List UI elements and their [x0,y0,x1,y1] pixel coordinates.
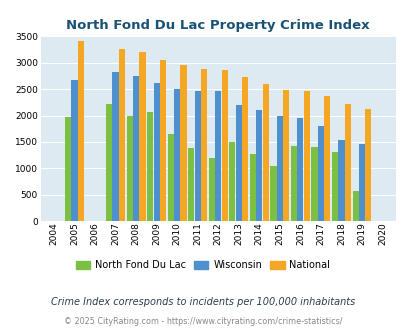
Bar [167,134,173,221]
Text: Crime Index corresponds to incidents per 100,000 inhabitants: Crime Index corresponds to incidents per… [51,297,354,307]
Bar [317,126,323,221]
Bar [303,91,309,221]
Bar [126,115,132,221]
Bar [235,106,241,221]
Bar [256,111,262,221]
Text: © 2025 CityRating.com - https://www.cityrating.com/crime-statistics/: © 2025 CityRating.com - https://www.city… [64,317,341,326]
Bar [364,109,371,221]
Bar [358,144,364,221]
Bar [147,112,153,221]
Bar [119,49,125,221]
Bar [249,153,256,221]
Bar [194,91,200,221]
Bar [112,72,118,221]
Bar [208,158,214,221]
Bar [65,117,71,221]
Bar [78,41,84,221]
Bar [323,96,330,221]
Bar [352,191,358,221]
Bar [180,65,186,221]
Bar [106,104,112,221]
Bar [71,81,77,221]
Bar [160,60,166,221]
Bar [174,88,180,221]
Bar [337,140,344,221]
Bar [153,83,159,221]
Bar [139,52,145,221]
Legend: North Fond Du Lac, Wisconsin, National: North Fond Du Lac, Wisconsin, National [72,256,333,274]
Bar [133,77,139,221]
Title: North Fond Du Lac Property Crime Index: North Fond Du Lac Property Crime Index [66,19,369,32]
Bar [344,104,350,221]
Bar [241,78,247,221]
Bar [200,69,207,221]
Bar [188,148,194,221]
Bar [229,143,235,221]
Bar [276,116,282,221]
Bar [282,90,288,221]
Bar [331,152,337,221]
Bar [290,146,296,221]
Bar [221,70,227,221]
Bar [270,166,276,221]
Bar [215,91,221,221]
Bar [311,147,317,221]
Bar [296,118,303,221]
Bar [262,84,268,221]
